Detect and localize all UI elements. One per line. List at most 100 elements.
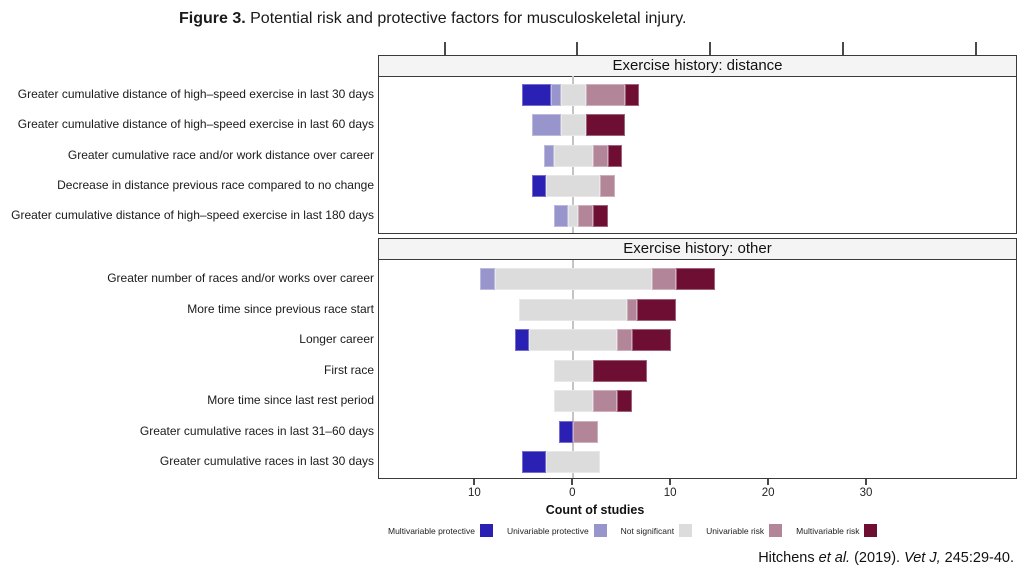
legend-label: Univariable protective: [506, 525, 589, 536]
bar: [531, 114, 625, 137]
row-label: Greater cumulative races in last 31–60 d…: [139, 423, 374, 438]
bar-segment-not-significant: [568, 205, 579, 228]
row-label: More time since last rest period: [207, 393, 374, 408]
bar-segment-not-significant: [553, 359, 593, 382]
legend-label: Univariable risk: [706, 525, 765, 536]
citation-author: Hitchens: [758, 550, 819, 566]
bar-segment-univariable-risk: [592, 144, 608, 167]
bar-segment-univariable-protective: [553, 205, 569, 228]
bar-segment-univariable-risk: [592, 390, 618, 413]
bar: [531, 174, 615, 197]
bar: [514, 329, 672, 352]
x-axis-tick: [767, 479, 770, 485]
x-tick-label: 0: [569, 487, 576, 499]
bar-segment-multivariable-protective: [531, 174, 547, 197]
legend-item: Univariable risk: [706, 524, 783, 537]
x-axis-tick: [865, 479, 867, 485]
bar: [553, 359, 647, 382]
bar-segment-not-significant: [546, 174, 601, 197]
bar-segment-multivariable-risk: [592, 359, 647, 382]
top-axis-tick: [575, 42, 578, 55]
citation-etal: et al.: [818, 550, 851, 566]
bar: [521, 451, 601, 474]
bar-segment-multivariable-protective: [521, 451, 547, 474]
figure-title-prefix: Figure 3.: [179, 10, 246, 27]
bar-segment-not-significant: [553, 144, 593, 167]
bar-segment-univariable-protective: [480, 268, 495, 290]
bar-segment-multivariable-protective: [558, 420, 574, 443]
bar-segment-univariable-risk: [573, 420, 598, 443]
panel-distance: Exercise history: distance: [378, 55, 1017, 234]
figure-title-text: Potential risk and protective factors fo…: [245, 10, 687, 27]
bar: [553, 390, 633, 413]
panel-header-distance: Exercise history: distance: [379, 56, 1016, 77]
x-tick-label: 20: [761, 487, 775, 499]
bar: [521, 84, 640, 106]
row-label: Greater cumulative races in last 30 days: [159, 454, 374, 469]
row-label: Greater cumulative race and/or work dist…: [67, 147, 374, 162]
x-tick-label: 10: [467, 487, 481, 499]
x-axis-tick: [473, 479, 476, 485]
legend-item: Univariable protective: [507, 524, 607, 537]
bar-segment-multivariable-risk: [617, 390, 633, 413]
citation-middle: (2019).: [850, 550, 905, 566]
bar-segment-univariable-risk: [617, 329, 632, 352]
bar-segment-not-significant: [561, 114, 586, 137]
bar-segment-multivariable-risk: [624, 84, 640, 106]
legend-label: Multivariable risk: [796, 525, 860, 536]
row-label: Decrease in distance previous race compa…: [57, 177, 374, 192]
bar-segment-multivariable-risk: [632, 329, 672, 352]
legend-swatch-univariable-protective: [593, 524, 607, 537]
top-axis-tick: [709, 42, 711, 55]
row-label: Greater cumulative distance of high–spee…: [11, 208, 374, 223]
x-axis-tick: [571, 479, 574, 485]
bar-segment-univariable-risk: [600, 174, 615, 197]
bar-segment-multivariable-protective: [521, 84, 552, 106]
panel-header-other: Exercise history: other: [379, 239, 1016, 260]
bar: [519, 298, 677, 321]
bar-segment-univariable-protective: [543, 144, 554, 167]
panel-other: Exercise history: other: [378, 238, 1017, 479]
bar: [480, 268, 716, 290]
bar-segment-multivariable-risk: [585, 114, 625, 137]
x-tick-label: 30: [859, 487, 873, 499]
bar-segment-univariable-risk: [578, 205, 593, 228]
row-label: Greater number of races and/or works ove…: [107, 271, 374, 285]
x-axis-title: Count of studies: [545, 503, 645, 517]
row-label: Greater cumulative distance of high–spee…: [17, 87, 374, 101]
figure-title: Figure 3. Potential risk and protective …: [179, 10, 686, 28]
bar-segment-not-significant: [529, 329, 618, 352]
legend-item: Multivariable protective: [388, 524, 493, 537]
top-axis-tick: [444, 42, 446, 55]
x-tick-label: 10: [663, 487, 677, 499]
bar: [543, 144, 623, 167]
row-label: More time since previous race start: [187, 301, 374, 316]
bar-segment-multivariable-risk: [607, 144, 623, 167]
top-axis-tick: [975, 42, 977, 55]
bar: [553, 205, 608, 228]
plot-area-other: [379, 260, 1016, 478]
bar-segment-multivariable-protective: [514, 329, 530, 352]
legend-swatch-univariable-risk: [769, 524, 783, 537]
legend-swatch-not-significant: [679, 524, 693, 537]
legend-item: Multivariable risk: [796, 524, 878, 537]
legend-label: Not significant: [620, 525, 675, 536]
bar: [558, 420, 598, 443]
row-label: Greater cumulative distance of high–spee…: [17, 117, 374, 132]
legend-swatch-multivariable-protective: [479, 524, 493, 537]
legend-label: Multivariable protective: [388, 525, 475, 536]
bar-segment-not-significant: [561, 84, 586, 106]
legend: Multivariable protective Univariable prot…: [388, 524, 878, 537]
bar-segment-univariable-protective: [531, 114, 562, 137]
plot-area-distance: [379, 76, 1016, 233]
bar-segment-multivariable-risk: [676, 268, 716, 290]
top-axis-tick: [842, 42, 844, 55]
bar-segment-not-significant: [546, 451, 601, 474]
bar-segment-multivariable-risk: [636, 298, 677, 321]
x-axis-tick: [669, 479, 672, 485]
citation-pages: 245:29-40.: [940, 550, 1014, 566]
bar-segment-not-significant: [519, 298, 628, 321]
bar-segment-univariable-protective: [551, 84, 562, 106]
row-label: Longer career: [299, 332, 374, 347]
bar-segment-univariable-risk: [585, 84, 625, 106]
